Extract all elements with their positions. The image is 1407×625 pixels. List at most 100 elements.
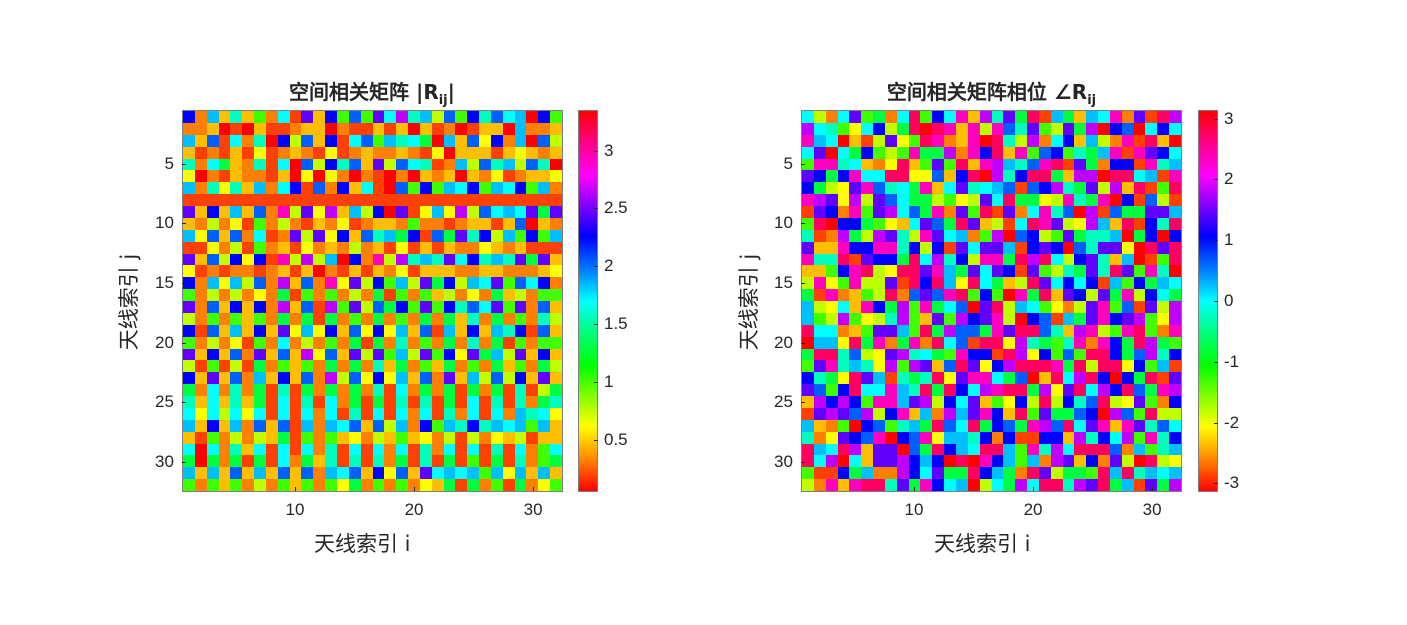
heatmap-cell <box>932 407 945 420</box>
heatmap-cell <box>1169 372 1181 385</box>
heatmap-cell <box>502 336 515 349</box>
heatmap-cell <box>289 217 302 230</box>
heatmap-cell <box>1145 455 1158 468</box>
colorbar-tick-mark <box>1214 483 1218 485</box>
heatmap-cell <box>896 479 909 491</box>
heatmap-cell <box>313 158 326 171</box>
heatmap-cell <box>1109 170 1122 183</box>
heatmap-cell <box>991 111 1004 123</box>
heatmap-cell <box>490 419 503 432</box>
heatmap-cell <box>467 182 480 195</box>
left-x-label: 天线索引 i <box>314 532 411 556</box>
heatmap-cell <box>479 431 491 444</box>
heatmap-cell <box>360 348 373 361</box>
heatmap-cell <box>920 419 933 432</box>
heatmap-cell <box>479 158 491 171</box>
heatmap-cell <box>538 324 551 337</box>
heatmap-cell <box>955 134 968 147</box>
heatmap-cell <box>514 206 527 218</box>
heatmap-cell <box>218 396 231 408</box>
heatmap-cell <box>932 336 945 349</box>
heatmap-cell <box>967 384 980 396</box>
heatmap-cell <box>431 289 444 301</box>
heatmap-cell <box>183 336 195 349</box>
heatmap-cell <box>490 170 503 183</box>
heatmap-cell <box>372 241 385 254</box>
heatmap-cell <box>932 419 945 432</box>
heatmap-cell <box>1015 407 1028 420</box>
heatmap-cell <box>1003 301 1016 313</box>
heatmap-cell <box>431 194 444 206</box>
heatmap-cell <box>1169 479 1181 491</box>
heatmap-cell <box>1109 312 1122 325</box>
heatmap-cell <box>1121 206 1134 218</box>
heatmap-cell <box>254 467 266 480</box>
heatmap-cell <box>1074 336 1087 349</box>
heatmap-cell <box>1027 241 1039 254</box>
heatmap-cell <box>431 348 444 361</box>
heatmap-cell <box>301 455 314 468</box>
heatmap-cell <box>467 360 480 373</box>
heatmap-cell <box>384 396 397 408</box>
heatmap-cell <box>1086 265 1099 278</box>
heatmap-cell <box>336 384 349 396</box>
heatmap-cell <box>1145 467 1158 480</box>
heatmap-cell <box>1121 289 1134 301</box>
heatmap-cell <box>1121 170 1134 183</box>
heatmap-cell <box>301 467 314 480</box>
heatmap-cell <box>396 407 409 420</box>
heatmap-cell <box>526 431 539 444</box>
heatmap-cell <box>1098 206 1110 218</box>
heatmap-cell <box>408 419 420 432</box>
heatmap-cell <box>289 265 302 278</box>
heatmap-cell <box>490 289 503 301</box>
heatmap-cell <box>979 336 992 349</box>
heatmap-cell <box>884 229 897 242</box>
heatmap-cell <box>896 182 909 195</box>
heatmap-cell <box>861 253 874 266</box>
heatmap-cell <box>408 396 420 408</box>
heatmap-cell <box>336 194 349 206</box>
heatmap-cell <box>526 253 539 266</box>
heatmap-cell <box>813 336 826 349</box>
heatmap-cell <box>313 182 326 195</box>
heatmap-cell <box>384 241 397 254</box>
heatmap-cell <box>467 265 480 278</box>
heatmap-cell <box>1038 122 1051 135</box>
heatmap-cell <box>1145 170 1158 183</box>
heatmap-cell <box>1062 455 1075 468</box>
heatmap-cell <box>1015 348 1028 361</box>
heatmap-cell <box>1133 158 1146 171</box>
heatmap-cell <box>920 348 933 361</box>
heatmap-cell <box>194 396 207 408</box>
heatmap-cell <box>408 289 420 301</box>
heatmap-cell <box>550 455 562 468</box>
heatmap-cell <box>908 431 921 444</box>
heatmap-cell <box>1074 217 1087 230</box>
heatmap-cell <box>360 324 373 337</box>
heatmap-cell <box>277 289 290 301</box>
heatmap-cell <box>813 443 826 456</box>
heatmap-cell <box>490 158 503 171</box>
heatmap-cell <box>873 348 885 361</box>
heatmap-cell <box>372 467 385 480</box>
heatmap-cell <box>825 194 838 206</box>
heatmap-cell <box>1062 277 1075 290</box>
heatmap-cell <box>289 170 302 183</box>
heatmap-cell <box>884 467 897 480</box>
heatmap-cell <box>849 360 862 373</box>
heatmap-cell <box>920 111 933 123</box>
heatmap-cell <box>991 443 1004 456</box>
heatmap-cell <box>1121 396 1134 408</box>
heatmap-cell <box>1027 467 1039 480</box>
heatmap-cell <box>419 301 432 313</box>
heatmap-cell <box>849 407 862 420</box>
heatmap-cell <box>206 443 219 456</box>
heatmap-cell <box>289 134 302 147</box>
heatmap-cell <box>1038 336 1051 349</box>
heatmap-cell <box>1027 336 1039 349</box>
heatmap-cell <box>467 467 480 480</box>
heatmap-cell <box>1062 467 1075 480</box>
heatmap-cell <box>360 194 373 206</box>
heatmap-cell <box>991 289 1004 301</box>
